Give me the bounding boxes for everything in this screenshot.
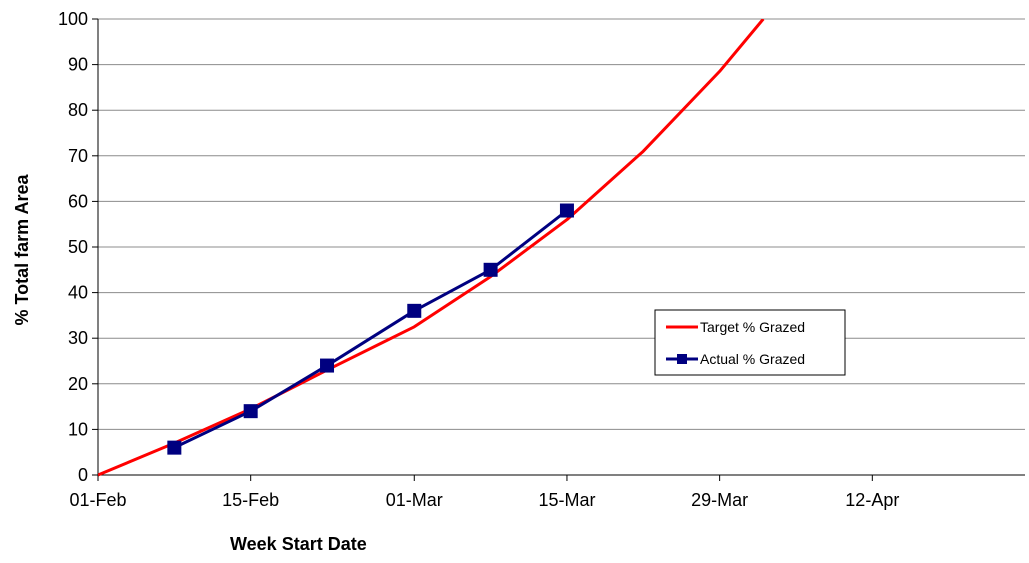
data-point-marker bbox=[407, 303, 422, 318]
x-axis-title: Week Start Date bbox=[230, 534, 367, 554]
x-tick-label: 29-Mar bbox=[691, 490, 748, 510]
legend-label-target: Target % Grazed bbox=[700, 319, 805, 335]
axis-layer: 0 10 20 30 40 50 60 70 80 90 100 01-Feb 15-Feb 01-Mar… bbox=[58, 9, 1025, 510]
y-tick-label: 70 bbox=[68, 146, 88, 166]
y-tick-label: 0 bbox=[78, 465, 88, 485]
x-tick-label: 15-Feb bbox=[222, 490, 279, 510]
x-tick-label: 01-Mar bbox=[386, 490, 443, 510]
data-point-marker bbox=[243, 404, 258, 419]
x-tick-label: 12-Apr bbox=[845, 490, 899, 510]
legend-label-actual: Actual % Grazed bbox=[700, 351, 805, 367]
y-tick-label: 80 bbox=[68, 100, 88, 120]
y-tick-label: 60 bbox=[68, 191, 88, 211]
x-tick-label: 15-Mar bbox=[538, 490, 595, 510]
y-tick-label: 90 bbox=[68, 55, 88, 75]
x-tick-label: 01-Feb bbox=[69, 490, 126, 510]
legend-marker-actual bbox=[677, 354, 687, 364]
data-point-marker bbox=[320, 358, 335, 373]
series-line-1 bbox=[173, 209, 568, 449]
y-tick-label: 50 bbox=[68, 237, 88, 257]
series-line-0 bbox=[98, 19, 765, 477]
y-axis-title: % Total farm Area bbox=[12, 173, 32, 325]
y-tick-label: 100 bbox=[58, 9, 88, 29]
y-tick-label: 40 bbox=[68, 283, 88, 303]
grid-layer bbox=[98, 18, 1025, 476]
series-layer bbox=[98, 19, 765, 477]
y-tick-label: 10 bbox=[68, 419, 88, 439]
y-tick-label: 20 bbox=[68, 374, 88, 394]
legend: Target % Grazed Actual % Grazed bbox=[654, 309, 846, 376]
y-tick-label: 30 bbox=[68, 328, 88, 348]
legend-box bbox=[654, 309, 846, 376]
data-point-marker bbox=[483, 262, 498, 277]
data-point-marker bbox=[559, 203, 574, 218]
data-point-marker bbox=[167, 440, 182, 455]
